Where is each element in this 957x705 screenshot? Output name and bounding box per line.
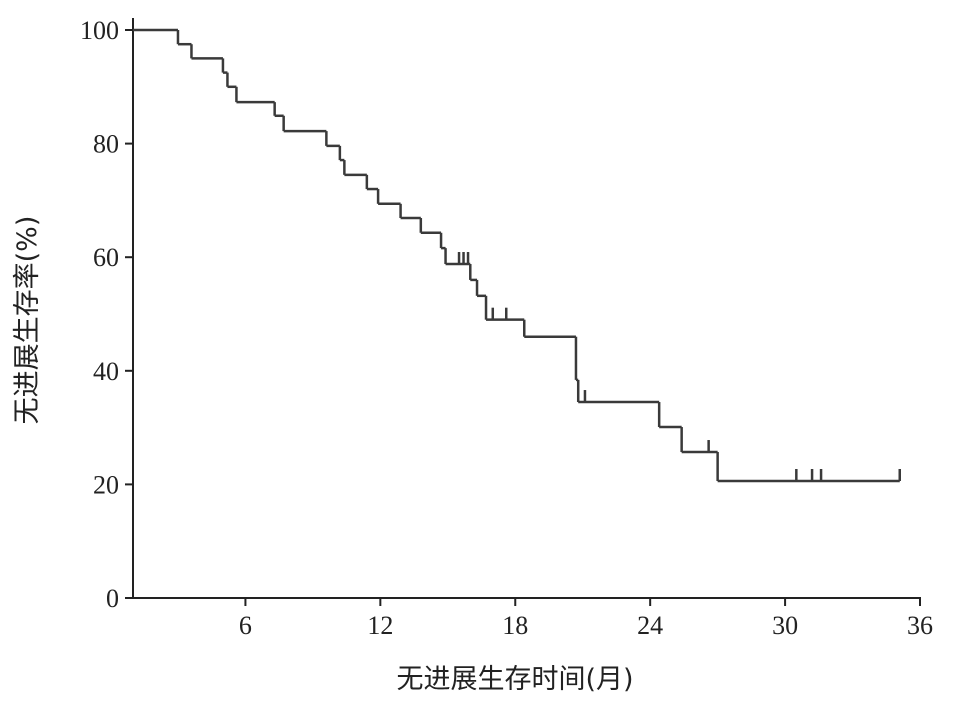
y-tick-label: 80 <box>93 130 119 159</box>
y-tick-label: 100 <box>80 16 119 45</box>
y-tick-label: 40 <box>93 357 119 386</box>
y-tick-label: 20 <box>93 470 119 499</box>
x-tick-label: 24 <box>637 611 663 640</box>
x-tick-label: 6 <box>239 611 252 640</box>
y-tick-label: 0 <box>106 584 119 613</box>
x-tick-label: 18 <box>502 611 528 640</box>
y-axis-label: 无进展生存率(%) <box>12 216 43 425</box>
x-tick-label: 36 <box>907 611 933 640</box>
y-tick-label: 60 <box>93 243 119 272</box>
x-tick-label: 12 <box>367 611 393 640</box>
x-tick-label: 30 <box>772 611 798 640</box>
x-axis-label: 无进展生存时间(月) <box>396 664 633 695</box>
